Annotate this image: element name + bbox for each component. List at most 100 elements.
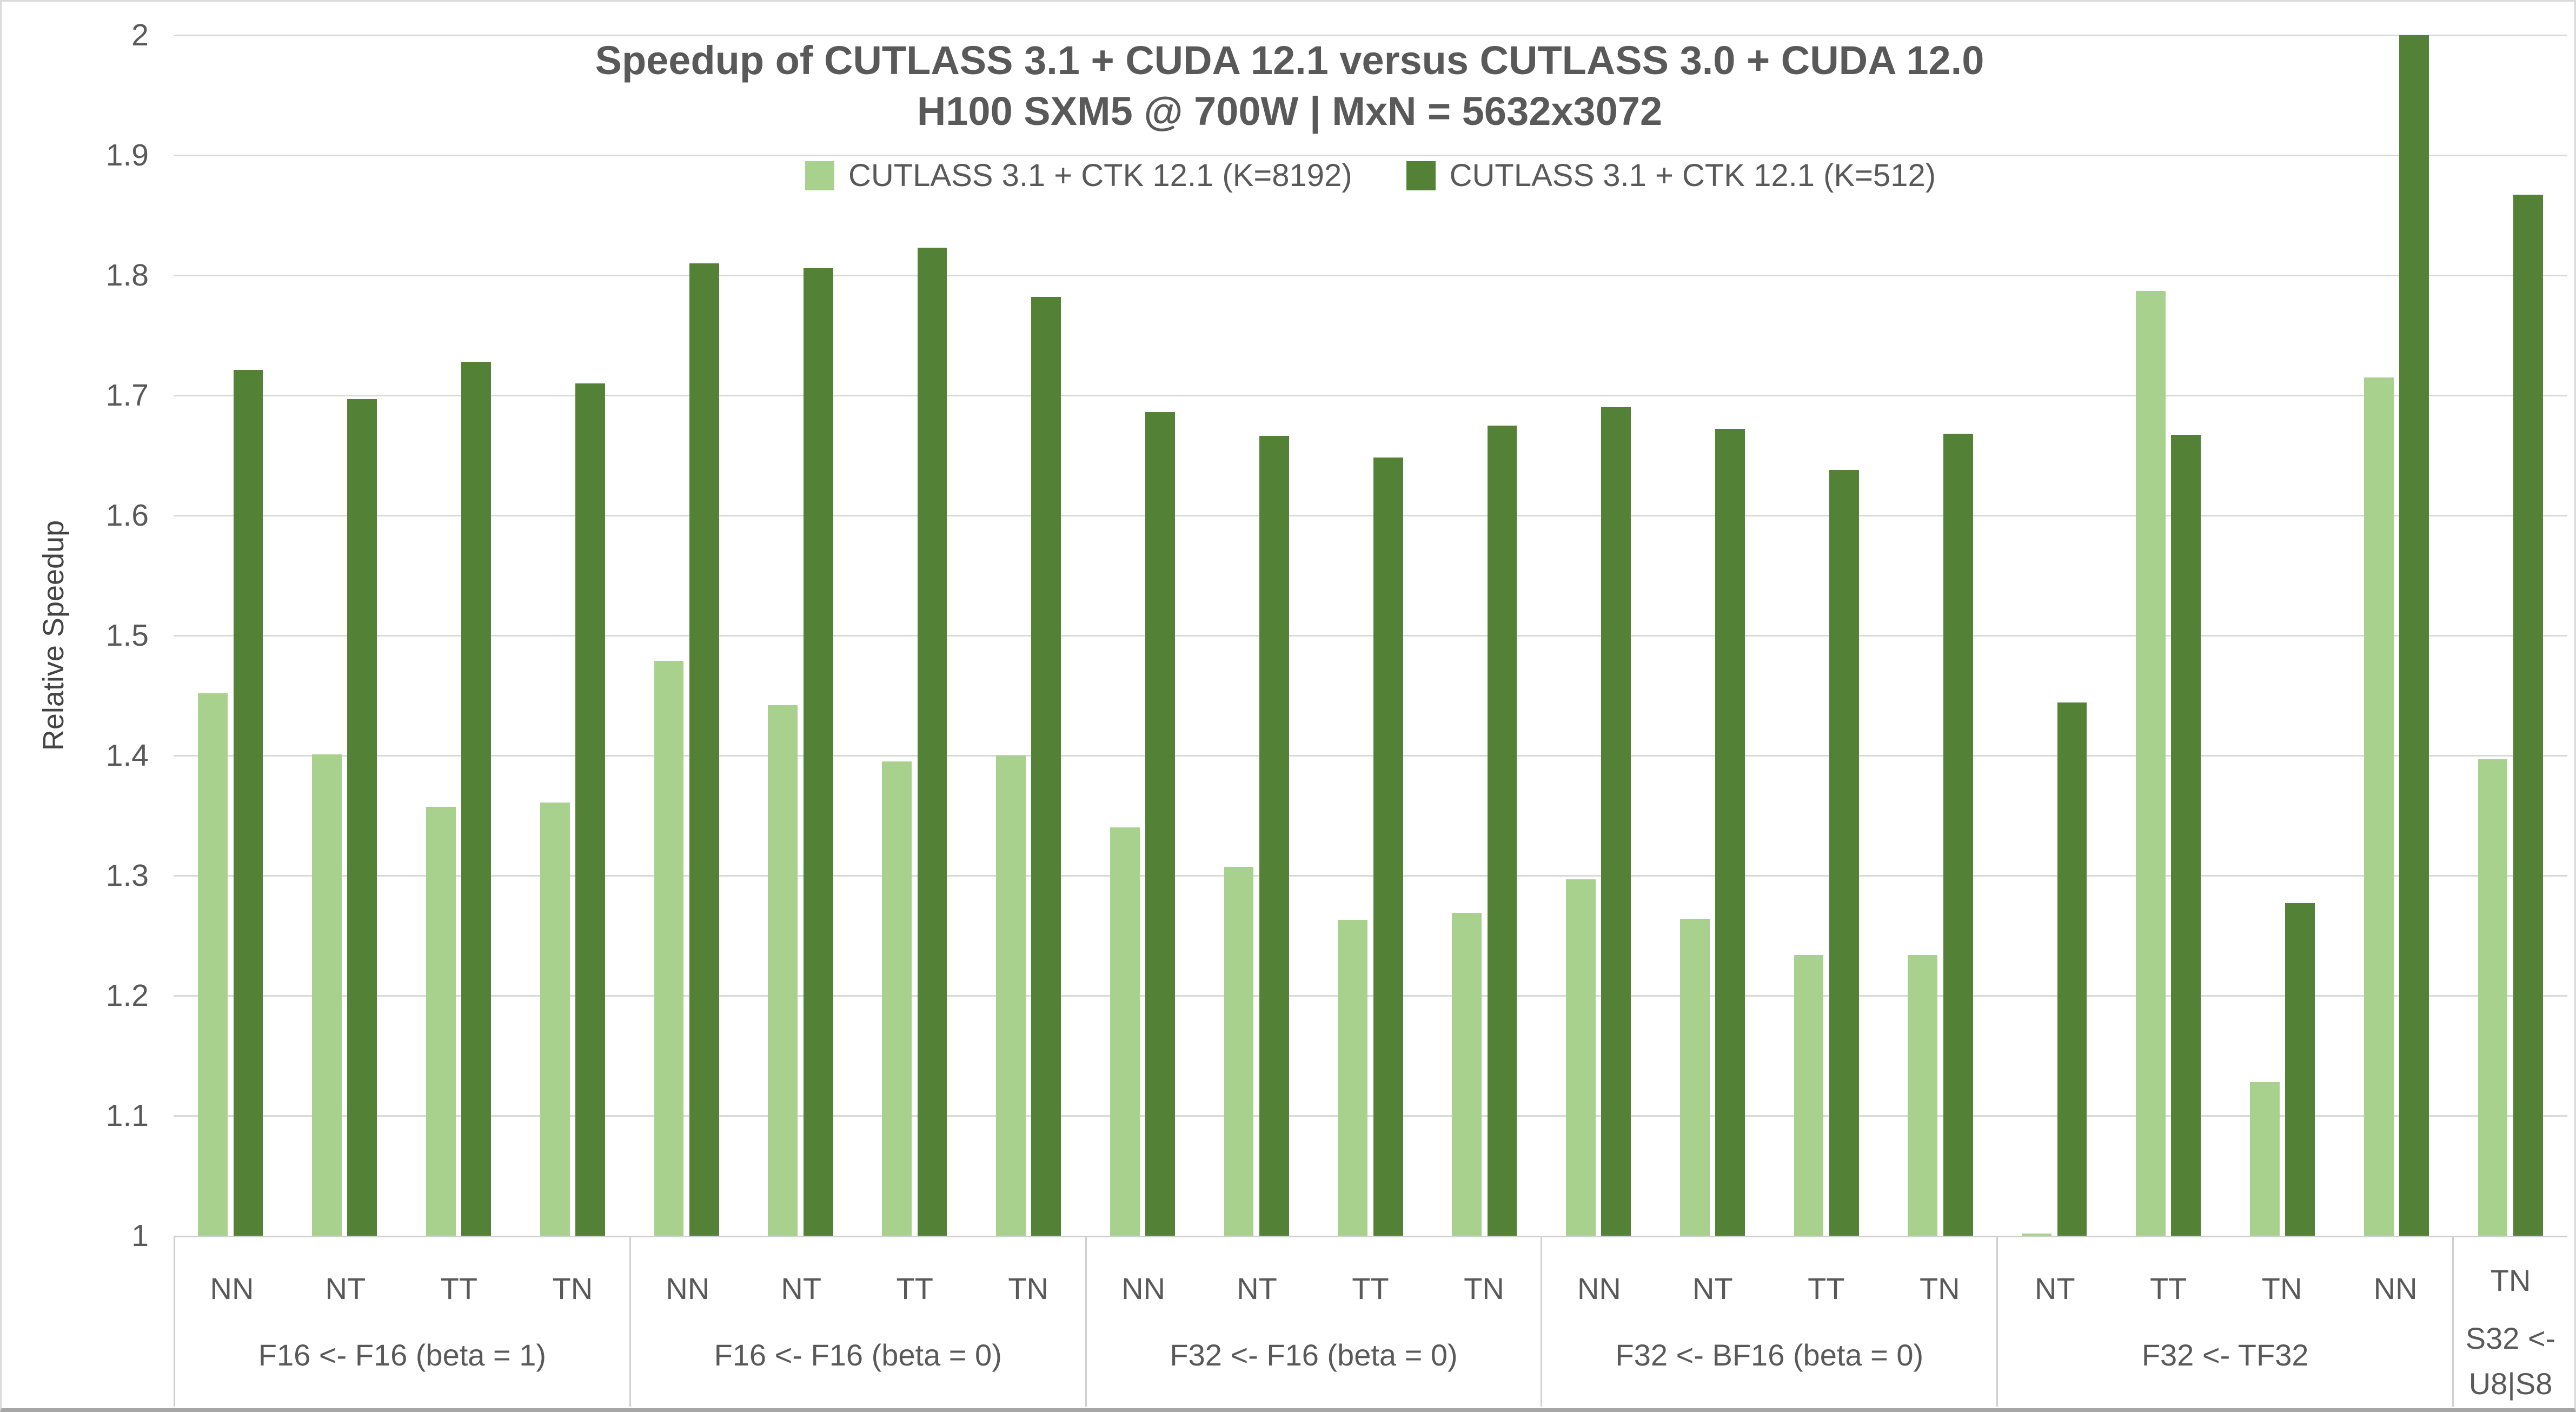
category-cell-tn [1883, 35, 1997, 1236]
category-cell-tt [858, 35, 972, 1236]
legend-swatch-dark-green [1406, 161, 1436, 190]
bar-dark-k512 [2513, 195, 2543, 1236]
category-label-nn: NN [666, 1271, 710, 1305]
group-label: F16 <- F16 (beta = 1) [175, 1333, 629, 1378]
bar-light-k8192 [882, 761, 912, 1236]
category-cell-nt [1656, 35, 1770, 1236]
bars-container [174, 35, 2567, 1236]
bar-dark-k512 [1943, 434, 1973, 1236]
bar-light-k8192 [1908, 954, 1938, 1236]
chart-title: Speedup of CUTLASS 3.1 + CUDA 12.1 versu… [2, 35, 2574, 137]
category-cell-tt [2112, 35, 2226, 1236]
bar-light-k8192 [2136, 290, 2166, 1236]
category-cell-nt [1997, 35, 2112, 1236]
group-label: F32 <- TF32 [1998, 1333, 2452, 1378]
bar-light-k8192 [1110, 827, 1140, 1236]
bar-dark-k512 [2171, 435, 2201, 1236]
category-cell-nn [174, 35, 288, 1236]
x-label-group: NN NT TT TN F32 <- F16 (beta = 0) [1085, 1237, 1541, 1407]
group-label-line: F16 <- F16 (beta = 0) [714, 1338, 1002, 1372]
y-tick-label: 1.7 [105, 378, 149, 413]
chart-title-line2: H100 SXM5 @ 700W | MxN = 5632x3072 [917, 89, 1663, 134]
category-label-tt: TT [440, 1271, 478, 1305]
category-cell-nt [743, 35, 858, 1236]
category-cell-nn [2339, 35, 2453, 1236]
group-label: F16 <- F16 (beta = 0) [631, 1333, 1085, 1378]
bar-dark-k512 [1031, 296, 1061, 1236]
bar-dark-k512 [2285, 903, 2315, 1236]
category-label-tt: TT [2149, 1271, 2187, 1305]
category-label-tn: TN [1919, 1271, 1960, 1305]
bar-dark-k512 [1487, 425, 1517, 1236]
x-label-group: NN NT TT TN F32 <- BF16 (beta = 0) [1541, 1237, 1996, 1407]
gridline-1.8 [174, 274, 2567, 276]
group-label-line: S32 <- [2465, 1321, 2556, 1355]
category-label-row: NN NT TT TN [631, 1237, 1085, 1329]
bar-group [2453, 35, 2567, 1236]
legend-item-k512: CUTLASS 3.1 + CTK 12.1 (K=512) [1406, 157, 1936, 194]
y-tick-label: 1.3 [105, 858, 149, 893]
category-label-tn: TN [2490, 1263, 2531, 1297]
bar-dark-k512 [233, 370, 263, 1236]
y-tick-label: 1.9 [105, 138, 149, 173]
gridline-1.7 [174, 394, 2567, 396]
category-label-row: NN NT TT TN [1542, 1237, 1996, 1329]
category-cell-nn [629, 35, 743, 1236]
gridline-1.4 [174, 754, 2567, 757]
category-label-row: NT TT TN NN [1998, 1237, 2452, 1329]
bar-light-k8192 [1338, 920, 1368, 1236]
y-tick-label: 1.8 [105, 258, 149, 293]
category-label-tt: TT [1352, 1271, 1389, 1305]
category-label-nn: NN [2373, 1271, 2418, 1305]
bar-light-k8192 [1224, 867, 1254, 1236]
bar-dark-k512 [1373, 458, 1403, 1236]
bar-dark-k512 [689, 263, 719, 1236]
x-label-group: NN NT TT TN F16 <- F16 (beta = 0) [629, 1237, 1085, 1407]
y-tick-label: 1.6 [105, 498, 149, 533]
legend-label-k512: CUTLASS 3.1 + CTK 12.1 (K=512) [1449, 158, 1936, 193]
category-label-row: NN NT TT TN [1087, 1237, 1541, 1329]
bar-light-k8192 [654, 660, 684, 1236]
bar-group [1542, 35, 1997, 1236]
category-label-nt: NT [781, 1271, 822, 1305]
group-label-line: F32 <- BF16 (beta = 0) [1615, 1338, 1924, 1372]
legend-swatch-light-green [805, 161, 834, 190]
y-tick-label: 1.5 [105, 618, 149, 653]
bar-light-k8192 [426, 807, 456, 1236]
bar-light-k8192 [540, 802, 570, 1236]
category-label-nt: NT [325, 1271, 366, 1305]
group-label-line: F32 <- F16 (beta = 0) [1170, 1338, 1458, 1372]
bar-dark-k512 [575, 383, 605, 1236]
bar-group [629, 35, 1085, 1236]
x-label-group: TN S32 <- U8|S8 [2452, 1237, 2567, 1407]
bar-dark-k512 [461, 361, 492, 1236]
category-label-tn: TN [1008, 1271, 1048, 1305]
group-label: F32 <- BF16 (beta = 0) [1542, 1333, 1996, 1378]
bar-light-k8192 [2022, 1233, 2052, 1236]
category-label-tt: TT [896, 1271, 933, 1305]
category-cell-tn [2226, 35, 2340, 1236]
category-label-nn: NN [210, 1271, 254, 1305]
bar-light-k8192 [2363, 377, 2394, 1236]
bar-light-k8192 [996, 755, 1026, 1236]
category-label-nn: NN [1577, 1271, 1621, 1305]
group-label-line: F16 <- F16 (beta = 1) [258, 1338, 547, 1372]
category-cell-nt [1199, 35, 1313, 1236]
category-cell-nt [288, 35, 402, 1236]
y-tick-label: 1.4 [105, 738, 149, 773]
category-cell-tn [515, 35, 629, 1236]
bar-group [174, 35, 629, 1236]
bar-light-k8192 [768, 705, 798, 1236]
gridline-1.2 [174, 995, 2567, 997]
category-cell-nn [1085, 35, 1199, 1236]
bar-group [1085, 35, 1541, 1236]
gridline-1.6 [174, 514, 2567, 516]
bar-light-k8192 [2249, 1082, 2280, 1236]
chart-title-line1: Speedup of CUTLASS 3.1 + CUDA 12.1 versu… [595, 38, 1984, 83]
x-label-group: NN NT TT TN F16 <- F16 (beta = 1) [174, 1237, 629, 1407]
bar-dark-k512 [803, 268, 833, 1236]
bar-dark-k512 [1601, 407, 1631, 1236]
y-axis-title: Relative Speedup [37, 520, 70, 751]
group-label: F32 <- F16 (beta = 0) [1087, 1333, 1541, 1378]
